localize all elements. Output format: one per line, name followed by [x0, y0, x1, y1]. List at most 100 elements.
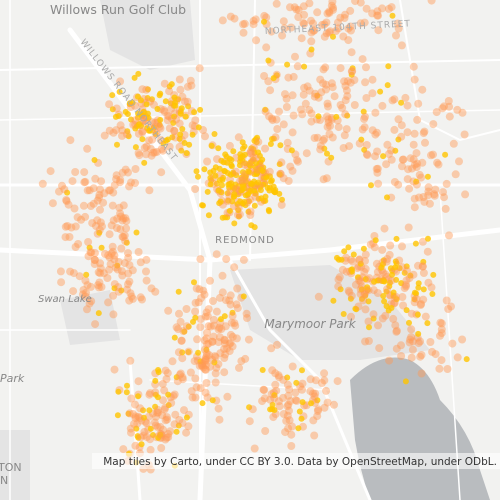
point	[407, 353, 416, 362]
point	[78, 290, 87, 299]
point	[131, 179, 139, 187]
point	[413, 159, 422, 168]
point	[330, 400, 338, 409]
point	[415, 280, 422, 287]
point	[272, 187, 279, 193]
point	[246, 198, 253, 205]
point	[363, 151, 372, 160]
point	[178, 419, 187, 427]
point	[305, 0, 314, 8]
point	[201, 365, 210, 374]
point	[234, 133, 243, 142]
point	[448, 339, 457, 348]
point	[431, 185, 440, 194]
point	[276, 169, 285, 178]
point	[124, 128, 131, 135]
point	[321, 63, 330, 72]
point	[309, 26, 318, 35]
point	[147, 284, 156, 293]
point	[351, 0, 360, 6]
point	[119, 233, 128, 241]
point	[231, 321, 240, 330]
point	[210, 321, 218, 330]
point	[124, 280, 132, 289]
point	[382, 160, 391, 169]
point	[164, 136, 171, 143]
point	[124, 253, 133, 262]
attribution[interactable]: Map tiles by Carto, under CC BY 3.0. Dat…	[103, 456, 497, 468]
point	[400, 284, 409, 293]
point	[272, 115, 281, 124]
point	[373, 168, 382, 177]
point	[118, 232, 127, 241]
point	[316, 145, 325, 154]
point	[445, 102, 454, 111]
point	[171, 94, 178, 101]
point	[155, 369, 162, 376]
point	[222, 255, 231, 264]
point	[114, 412, 121, 419]
point	[111, 263, 120, 272]
point	[116, 209, 125, 218]
point	[90, 256, 99, 264]
point	[272, 0, 281, 8]
point	[394, 24, 403, 33]
point	[194, 298, 203, 307]
point	[339, 144, 348, 152]
point	[434, 160, 443, 169]
point	[300, 19, 309, 28]
point	[385, 250, 394, 259]
point	[303, 82, 312, 91]
point	[266, 395, 275, 404]
point	[401, 269, 408, 276]
point	[253, 165, 262, 174]
point	[62, 197, 71, 206]
point	[228, 180, 235, 187]
point	[219, 176, 226, 183]
point	[260, 386, 269, 394]
point	[298, 385, 306, 394]
point	[239, 182, 246, 189]
point	[458, 108, 467, 117]
point	[300, 10, 309, 19]
point	[145, 115, 152, 121]
point	[126, 100, 133, 107]
point	[145, 86, 151, 93]
point	[108, 242, 117, 251]
point	[210, 352, 219, 361]
point	[83, 271, 90, 278]
point	[143, 101, 150, 108]
point	[362, 4, 371, 13]
point	[392, 147, 399, 154]
point	[98, 222, 106, 231]
point	[412, 149, 421, 158]
point	[322, 174, 331, 183]
point	[393, 296, 400, 303]
point	[122, 108, 129, 115]
point	[180, 97, 189, 106]
point	[410, 160, 419, 169]
point	[144, 110, 151, 117]
point	[340, 131, 349, 140]
point	[384, 4, 393, 13]
point	[201, 312, 210, 321]
point	[390, 298, 399, 307]
point	[402, 378, 409, 385]
point	[239, 20, 248, 29]
point	[424, 183, 433, 192]
point	[169, 392, 178, 400]
point	[69, 269, 78, 278]
point	[202, 349, 211, 358]
point	[387, 279, 393, 286]
point	[373, 147, 382, 156]
point	[252, 36, 261, 45]
point	[122, 130, 131, 139]
point	[61, 222, 70, 231]
point	[116, 178, 124, 187]
point	[240, 19, 249, 28]
point	[430, 271, 437, 278]
point	[385, 150, 393, 158]
point	[361, 256, 369, 265]
point	[175, 422, 182, 429]
point	[195, 349, 202, 356]
